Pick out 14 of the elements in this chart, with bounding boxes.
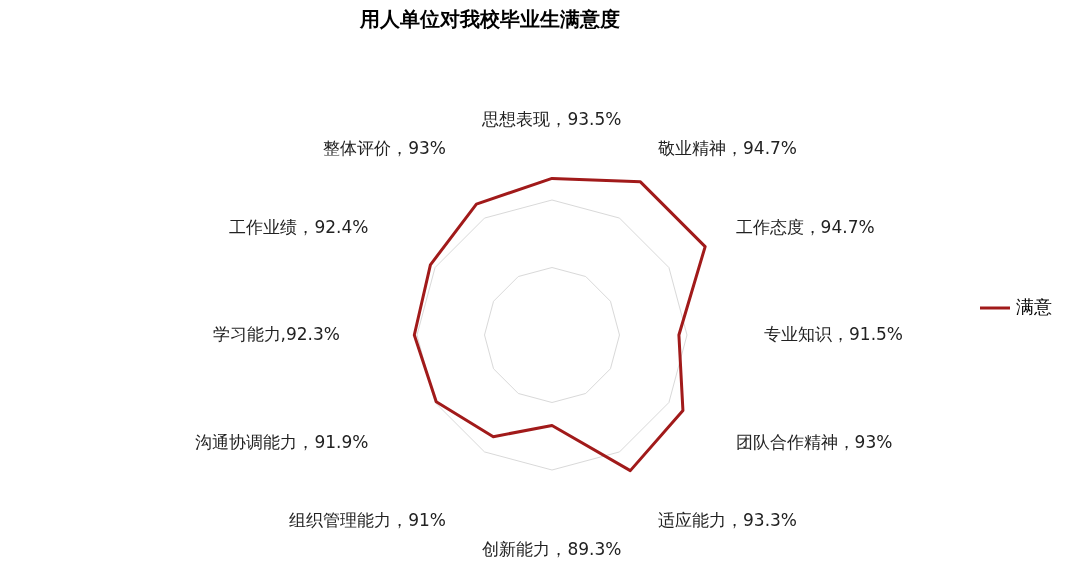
- spoke-label: 学习能力,92.3%: [212, 324, 340, 344]
- spoke-label: 组织管理能力，91%: [289, 510, 446, 531]
- spoke-label: 沟通协调能力，91.9%: [195, 431, 369, 452]
- legend-label: 满意: [1016, 296, 1052, 317]
- spoke-label: 适应能力，93.3%: [658, 510, 798, 531]
- spoke-label: 工作态度，94.7%: [735, 216, 875, 237]
- chart-title: 用人单位对我校毕业生满意度: [359, 7, 620, 31]
- spoke-label: 思想表现，93.5%: [481, 109, 622, 129]
- spoke-label: 专业知识，91.5%: [764, 324, 904, 344]
- spoke-label: 敬业精神，94.7%: [658, 137, 798, 158]
- spoke-label: 创新能力，89.3%: [482, 539, 622, 559]
- spoke-label: 团队合作精神，93%: [735, 431, 893, 452]
- spoke-label: 工作业绩，92.4%: [229, 216, 369, 237]
- spoke-label: 整体评价，93%: [323, 137, 446, 158]
